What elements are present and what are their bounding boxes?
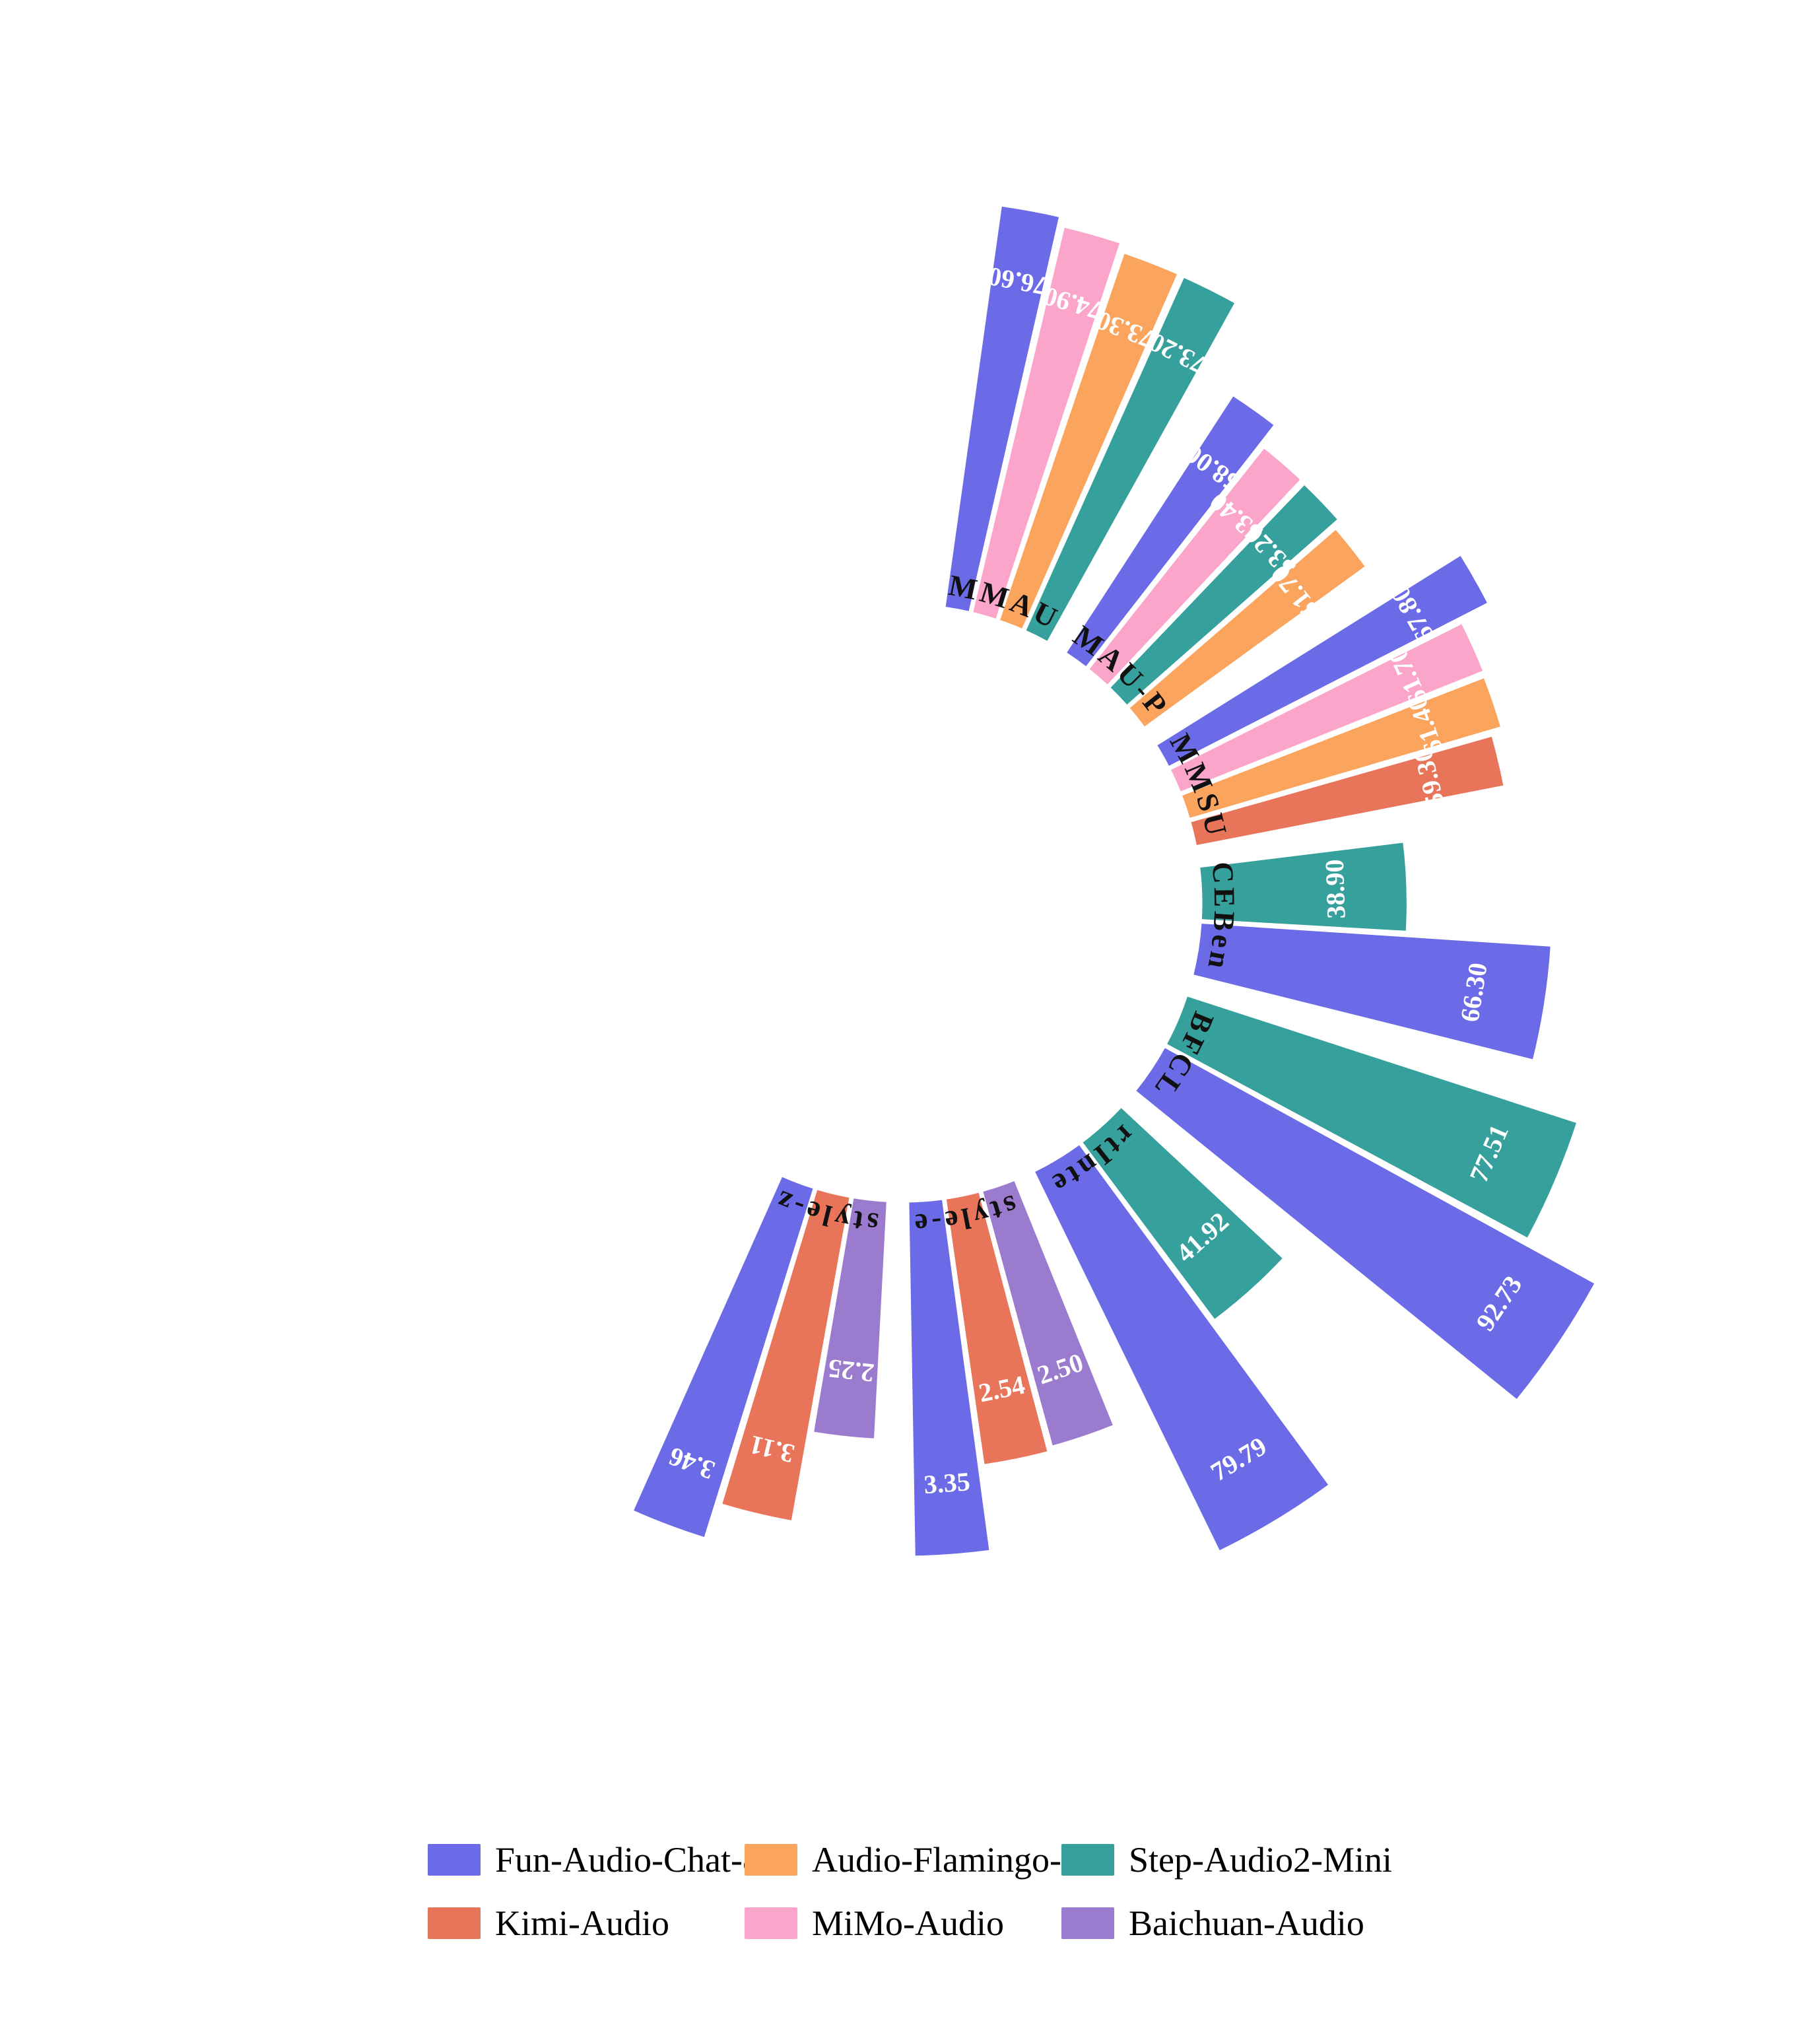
polar-bar[interactable]: [1188, 734, 1506, 848]
polar-bar[interactable]: [1197, 840, 1409, 933]
polar-bar[interactable]: [1023, 275, 1238, 644]
polar-bar[interactable]: [943, 204, 1061, 614]
polar-bar[interactable]: [1080, 1105, 1285, 1322]
category-label-vstyle-en: Vstyle-en: [0, 0, 1021, 1241]
legend-label: Fun-Audio-Chat-8B: [495, 1840, 784, 1880]
polar-bar[interactable]: [719, 1187, 852, 1523]
bar-value-label: 38.90: [1320, 859, 1351, 919]
category-label-vstyle-zh: Vstyle-zh: [0, 0, 880, 1241]
polar-bar[interactable]: [1133, 1045, 1597, 1402]
legend-item[interactable]: Fun-Audio-Chat-8B: [428, 1831, 784, 1889]
polar-bar[interactable]: [631, 1174, 816, 1540]
chart-canvas: 76.6074.9073.3073.2058.0053.4053.2051.70…: [0, 0, 1597, 1558]
bars-layer: [631, 204, 1597, 1558]
polar-bar[interactable]: [1191, 921, 1553, 1062]
legend-item[interactable]: Kimi-Audio: [428, 1894, 745, 1952]
polar-bar[interactable]: [1108, 482, 1340, 708]
legend-color-swatch: [745, 1907, 797, 1939]
legend-color-swatch: [745, 1844, 797, 1876]
legend-label: Audio-Flamingo-3: [812, 1840, 1079, 1880]
polar-bar[interactable]: [1180, 675, 1503, 821]
polar-bar[interactable]: [907, 1198, 991, 1558]
legend-label: Baichuan-Audio: [1129, 1903, 1364, 1943]
polar-bar[interactable]: [1168, 621, 1485, 794]
polar-bar[interactable]: [980, 1178, 1116, 1448]
legend-item[interactable]: Step-Audio2-Mini: [1061, 1831, 1392, 1889]
legend-color-swatch: [1061, 1907, 1114, 1939]
legend-item[interactable]: Baichuan-Audio: [1061, 1894, 1378, 1952]
polar-bar[interactable]: [1064, 393, 1277, 669]
polar-bar[interactable]: [970, 225, 1122, 621]
polar-bar[interactable]: [1127, 527, 1368, 730]
polar-bar[interactable]: [1154, 553, 1490, 768]
legend-label: MiMo-Audio: [812, 1903, 1005, 1943]
bar-value-label: 2.25: [826, 1353, 876, 1388]
polar-bar[interactable]: [1087, 446, 1303, 687]
legend-label: Kimi-Audio: [495, 1903, 669, 1943]
category-labels-layer: MMAUMMAU-ProMMSUACEBenchBFCLSmartInterac…: [0, 0, 1238, 1241]
legend-color-swatch: [1061, 1844, 1114, 1876]
polar-bar[interactable]: [997, 251, 1180, 631]
legend-label: Step-Audio2-Mini: [1129, 1840, 1392, 1880]
polar-bar[interactable]: [1164, 994, 1579, 1241]
polar-bar[interactable]: [1032, 1142, 1331, 1553]
polar-bar[interactable]: [811, 1196, 888, 1441]
bar-value-label: 3.35: [923, 1466, 971, 1499]
legend-color-swatch: [428, 1907, 481, 1939]
polar-bar[interactable]: [944, 1190, 1050, 1466]
chart-legend: Fun-Audio-Chat-8B Audio-Flamingo-3 Step-Au…: [0, 1806, 1806, 2043]
legend-item[interactable]: Audio-Flamingo-3: [745, 1831, 1079, 1889]
legend-item[interactable]: MiMo-Audio: [745, 1894, 1061, 1952]
legend-color-swatch: [428, 1844, 481, 1876]
